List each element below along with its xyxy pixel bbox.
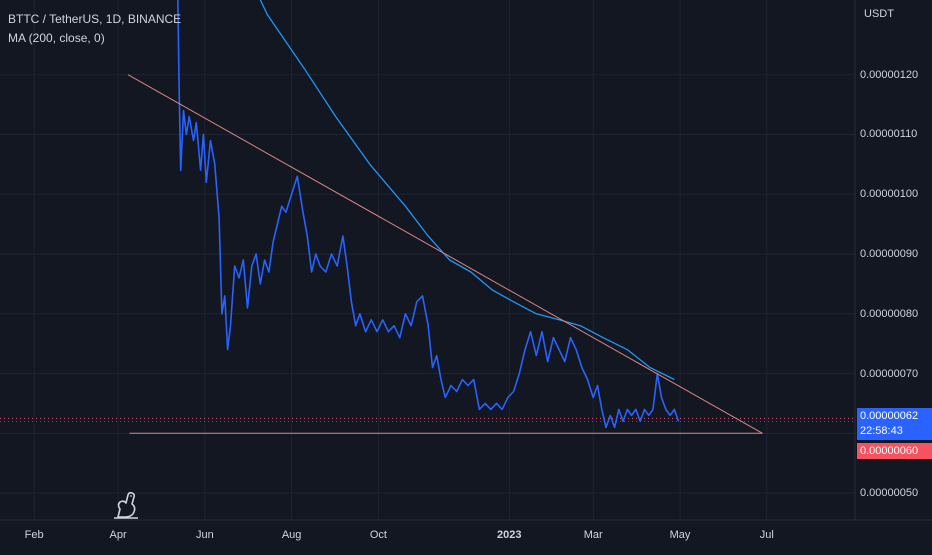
x-tick-label-0[interactable]: Feb (25, 529, 44, 541)
current-price-value: 0.00000062 (860, 410, 919, 422)
current-price-tag: 0.00000062 22:58:43 (857, 408, 932, 440)
x-tick-label-4[interactable]: Oct (370, 529, 387, 541)
time-axis[interactable]: Feb Apr Jun Aug Oct 2023 Mar May Jul (25, 529, 774, 541)
series-price-line[interactable] (177, 0, 680, 429)
y-tick-label-4[interactable]: 0.00000080 (860, 307, 919, 320)
x-tick-label-5[interactable]: 2023 (497, 529, 521, 541)
y-tick-label-0[interactable]: 0.00000120 (860, 68, 919, 81)
x-tick-label-1[interactable]: Apr (110, 529, 127, 541)
y-tick-label-2[interactable]: 0.00000100 (860, 188, 919, 201)
x-tick-label-7[interactable]: May (670, 529, 691, 541)
series-layer (0, 0, 855, 434)
series-moving-average-line[interactable] (239, 0, 675, 381)
y-tick-label-1[interactable]: 0.00000110 (860, 128, 918, 141)
y-tick-label-5[interactable]: 0.00000070 (860, 367, 919, 380)
bar-countdown: 22:58:43 (860, 425, 903, 437)
y-tick-label-3[interactable]: 0.00000090 (860, 248, 919, 261)
tradingview-logo-icon[interactable] (112, 490, 140, 520)
currency-label[interactable]: USDT (864, 8, 894, 20)
x-tick-label-3[interactable]: Aug (282, 529, 302, 541)
level-price-tag: 0.00000060 (857, 443, 932, 459)
y-tick-label-6[interactable]: 0.00000050 (860, 487, 919, 500)
series-trendline-line[interactable] (127, 74, 763, 434)
x-tick-label-2[interactable]: Jun (196, 529, 214, 541)
x-tick-label-6[interactable]: Mar (584, 529, 603, 541)
x-tick-label-8[interactable]: Jul (760, 529, 774, 541)
